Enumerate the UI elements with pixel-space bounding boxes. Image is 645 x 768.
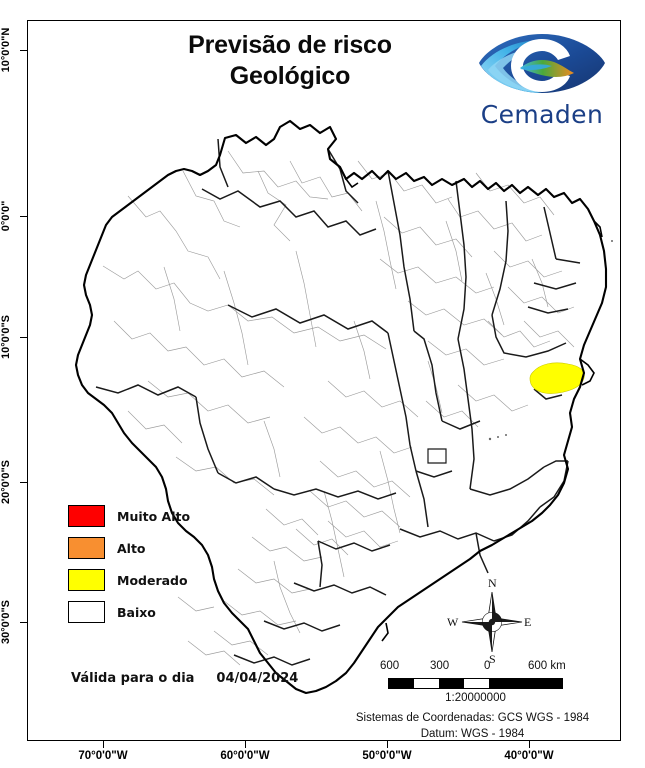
ytick-label-20s: 20°0'0"S <box>0 459 12 505</box>
xtick-mark-3 <box>529 741 530 748</box>
crs-line-1: Sistemas de Coordenadas: GCS WGS - 1984 <box>355 712 590 724</box>
island-speck <box>497 436 499 438</box>
xtick-label-50w: 50°0'0"W <box>362 750 412 762</box>
scale-tick-600-right: 600 km <box>528 660 566 672</box>
xtick-label-60w: 60°0'0"W <box>220 750 270 762</box>
legend-label-alto: Alto <box>117 540 146 556</box>
crs-note: Sistemas de Coordenadas: GCS WGS - 1984 … <box>330 711 615 742</box>
municipality-boundaries <box>102 150 575 666</box>
validity-line: Válida para o dia 04/04/2024 <box>71 671 298 686</box>
scale-seg-1 <box>389 679 414 688</box>
compass-rose: N S E W <box>447 576 531 666</box>
scale-seg-4 <box>464 679 489 688</box>
ytick-label-10n: 10°0'0"N <box>0 27 12 73</box>
ytick-mark-3 <box>20 482 27 483</box>
xtick-mark-1 <box>245 741 246 748</box>
scale-ratio: 1:20000000 <box>445 692 506 704</box>
risk-legend: Muito Alto Alto Moderado Baixo <box>68 500 248 628</box>
legend-swatch-muito-alto <box>68 505 105 527</box>
map-frame <box>27 20 621 741</box>
scale-seg-5 <box>489 679 562 688</box>
scale-seg-2 <box>414 679 439 688</box>
ytick-mark-4 <box>20 622 27 623</box>
risk-area-moderado[interactable] <box>529 362 585 394</box>
island-speck <box>611 240 613 242</box>
validity-date: 04/04/2024 <box>216 671 299 686</box>
ytick-mark-0 <box>20 50 27 51</box>
compass-label-north: N <box>488 576 497 590</box>
legend-swatch-moderado <box>68 569 105 591</box>
coastline-detail <box>345 178 603 642</box>
legend-item-alto[interactable]: Alto <box>68 532 248 564</box>
legend-item-muito-alto[interactable]: Muito Alto <box>68 500 248 532</box>
cemaden-logo: Cemaden <box>472 28 612 129</box>
ytick-mark-1 <box>20 216 27 217</box>
compass-label-west: W <box>447 615 459 629</box>
scale-bar: 600 300 0 600 km 1:20000000 <box>380 660 566 704</box>
brazil-map <box>74 119 613 695</box>
island-speck <box>505 434 507 436</box>
compass-label-east: E <box>524 615 532 629</box>
crs-line-2: Datum: WGS - 1984 <box>420 727 525 740</box>
ytick-label-10s: 10°0'0"S <box>0 314 12 360</box>
island-speck <box>488 437 492 441</box>
scale-seg-3 <box>439 679 464 688</box>
scale-bar-graphic <box>388 678 563 689</box>
legend-item-baixo[interactable]: Baixo <box>68 596 248 628</box>
scale-tick-labels: 600 300 0 600 km <box>380 660 566 676</box>
scale-tick-0: 0 <box>484 660 491 672</box>
brazil-national-outline <box>74 119 608 695</box>
legend-item-moderado[interactable]: Moderado <box>68 564 248 596</box>
scale-tick-300: 300 <box>430 660 450 672</box>
ytick-label-30s: 30°0'0"S <box>0 599 12 645</box>
xtick-mark-0 <box>103 741 104 748</box>
legend-swatch-baixo <box>68 601 105 623</box>
compass-label-south: S <box>489 652 496 666</box>
cemaden-eye-icon <box>479 34 605 93</box>
legend-label-moderado: Moderado <box>117 572 188 588</box>
ytick-label-0: 0°0'0" <box>0 200 12 232</box>
legend-swatch-alto <box>68 537 105 559</box>
xtick-label-40w: 40°0'0"W <box>504 750 554 762</box>
validity-label: Válida para o dia <box>71 671 195 686</box>
title-line-2: Geológico <box>229 61 351 90</box>
compass-rose-icon <box>461 591 523 653</box>
scale-tick-600-left: 600 <box>380 660 400 672</box>
cemaden-wordmark: Cemaden <box>480 100 604 129</box>
xtick-label-70w: 70°0'0"W <box>78 750 128 762</box>
ytick-mark-2 <box>20 337 27 338</box>
title-line-1: Previsão de risco <box>188 31 392 59</box>
legend-label-baixo: Baixo <box>117 604 156 620</box>
legend-label-muito-alto: Muito Alto <box>117 508 191 524</box>
xtick-mark-2 <box>387 741 388 748</box>
page-title: Previsão de risco Geológico <box>130 30 450 91</box>
